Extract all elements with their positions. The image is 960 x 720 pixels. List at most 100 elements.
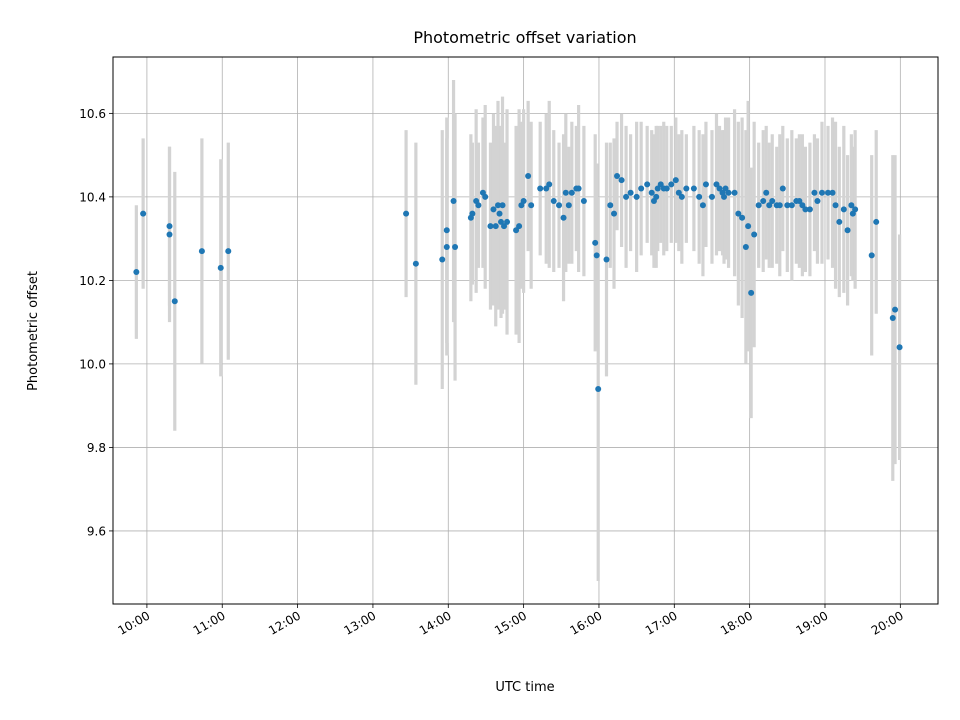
data-point — [663, 185, 670, 192]
data-point — [722, 185, 729, 192]
data-point — [796, 198, 803, 205]
x-tick-label: 14:00 — [417, 608, 454, 637]
data-point — [499, 202, 506, 209]
data-point — [568, 189, 575, 196]
data-point — [802, 206, 809, 213]
markers — [133, 173, 903, 392]
data-point — [678, 193, 685, 200]
x-tick-label: 15:00 — [492, 608, 529, 637]
data-point — [469, 210, 476, 217]
data-point — [443, 227, 450, 234]
data-point — [498, 218, 505, 225]
data-point — [607, 202, 614, 209]
data-point — [525, 173, 532, 180]
data-point — [166, 223, 173, 230]
data-point — [713, 181, 720, 188]
data-point — [595, 385, 602, 392]
data-point — [755, 202, 762, 209]
data-point — [633, 193, 640, 200]
data-point — [848, 202, 855, 209]
data-point — [412, 260, 419, 267]
data-point — [806, 206, 813, 213]
data-point — [603, 256, 610, 263]
data-point — [501, 223, 508, 230]
data-point — [836, 218, 843, 225]
data-point — [490, 206, 497, 213]
x-tick-label: 12:00 — [266, 608, 303, 637]
data-point — [439, 256, 446, 263]
data-point — [140, 210, 147, 217]
data-point — [618, 177, 625, 184]
data-point — [735, 210, 742, 217]
data-point — [450, 198, 457, 205]
data-point — [171, 298, 178, 305]
data-point — [198, 248, 205, 255]
data-point — [896, 344, 903, 351]
data-point — [892, 306, 899, 313]
data-point — [702, 181, 709, 188]
data-point — [699, 202, 706, 209]
data-point — [868, 252, 875, 259]
data-point — [721, 193, 728, 200]
data-point — [873, 218, 880, 225]
data-point — [565, 202, 572, 209]
data-point — [648, 189, 655, 196]
data-point — [614, 173, 621, 180]
y-tick-label: 10.6 — [79, 107, 106, 121]
data-point — [799, 202, 806, 209]
data-point — [644, 181, 651, 188]
data-point — [504, 218, 511, 225]
data-point — [788, 202, 795, 209]
data-point — [779, 185, 786, 192]
data-point — [818, 189, 825, 196]
data-point — [482, 193, 489, 200]
data-point — [784, 202, 791, 209]
y-tick-label: 10.2 — [79, 274, 106, 288]
data-point — [496, 210, 503, 217]
data-point — [731, 189, 738, 196]
data-point — [751, 231, 758, 238]
data-point — [852, 206, 859, 213]
data-point — [560, 214, 567, 221]
data-point — [580, 198, 587, 205]
data-point — [668, 181, 675, 188]
data-point — [475, 202, 482, 209]
data-point — [672, 177, 679, 184]
x-tick-label: 19:00 — [794, 608, 831, 637]
y-axis-label: Photometric offset — [26, 271, 41, 391]
data-point — [844, 227, 851, 234]
data-point — [623, 193, 630, 200]
data-point — [814, 198, 821, 205]
data-point — [769, 198, 776, 205]
data-point — [492, 223, 499, 230]
data-point — [638, 185, 645, 192]
data-point — [495, 202, 501, 209]
data-point — [543, 185, 550, 192]
data-point — [654, 185, 661, 192]
data-point — [811, 189, 818, 196]
x-tick-label: 16:00 — [567, 608, 604, 637]
data-point — [403, 210, 410, 217]
data-point — [832, 202, 839, 209]
data-point — [657, 181, 664, 188]
data-point — [443, 243, 450, 250]
x-tick-label: 20:00 — [869, 608, 906, 637]
data-point — [611, 210, 618, 217]
data-point — [217, 264, 224, 271]
data-point — [776, 202, 783, 209]
x-tick-label: 18:00 — [718, 608, 755, 637]
data-point — [683, 185, 690, 192]
data-point — [550, 198, 557, 205]
data-point — [487, 223, 494, 230]
x-tick-label: 11:00 — [191, 608, 228, 637]
data-point — [516, 223, 523, 230]
y-tick-label: 9.8 — [87, 441, 106, 455]
data-point — [742, 243, 749, 250]
data-point — [592, 239, 599, 246]
data-point — [575, 185, 582, 192]
data-point — [166, 231, 173, 238]
x-tick-label: 10:00 — [115, 608, 152, 637]
x-tick-label: 13:00 — [341, 608, 378, 637]
data-point — [889, 314, 896, 321]
plot-frame — [112, 56, 939, 605]
